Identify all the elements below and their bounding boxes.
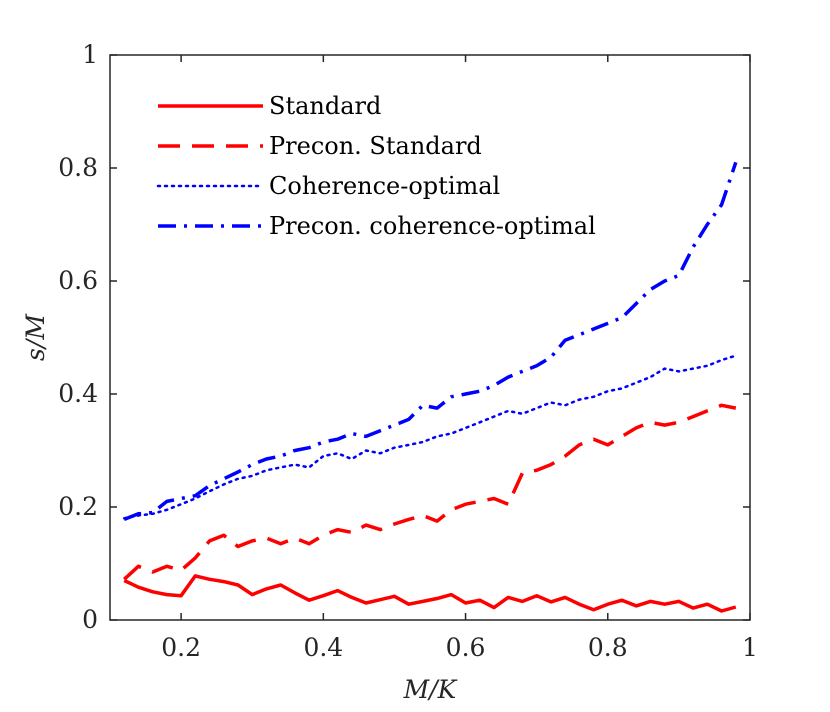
axes: 0.2 0.4 0.6 0.8 1 0 0.2 0.4 0.6 0.8 1 M/K s/M: [21, 40, 758, 704]
x-tick-label: 0.8: [588, 633, 628, 662]
legend-label: Precon. coherence-optimal: [269, 212, 596, 240]
series-line-coherence-optimal: [122, 354, 738, 520]
y-tick-label: 0.4: [58, 379, 98, 408]
x-tick-label: 0.2: [161, 633, 201, 662]
y-axis-title: s/M: [21, 313, 50, 361]
x-tick-label: 1: [742, 633, 758, 662]
plot-frame: [109, 54, 751, 621]
legend-label: Precon. Standard: [269, 132, 482, 160]
series-line-standard: [123, 574, 737, 613]
series-line-precon-standard: [123, 403, 737, 581]
legend: Standard Precon. Standard Coherence-optima…: [156, 92, 596, 240]
legend-label: Standard: [269, 92, 381, 120]
y-tick-label: 0.2: [58, 492, 98, 521]
x-tick-label: 0.6: [446, 633, 486, 662]
x-axis-title: M/K: [403, 675, 458, 704]
y-tick-label: 0.8: [58, 153, 98, 182]
series-line-precon-coherence-optimal: [123, 161, 738, 522]
y-tick-label: 0.6: [58, 266, 98, 295]
y-tick-label: 1: [82, 40, 98, 69]
series-lines: [122, 161, 738, 613]
y-tick-label: 0: [82, 605, 98, 634]
x-tick-label: 0.4: [303, 633, 343, 662]
legend-label: Coherence-optimal: [269, 172, 500, 200]
